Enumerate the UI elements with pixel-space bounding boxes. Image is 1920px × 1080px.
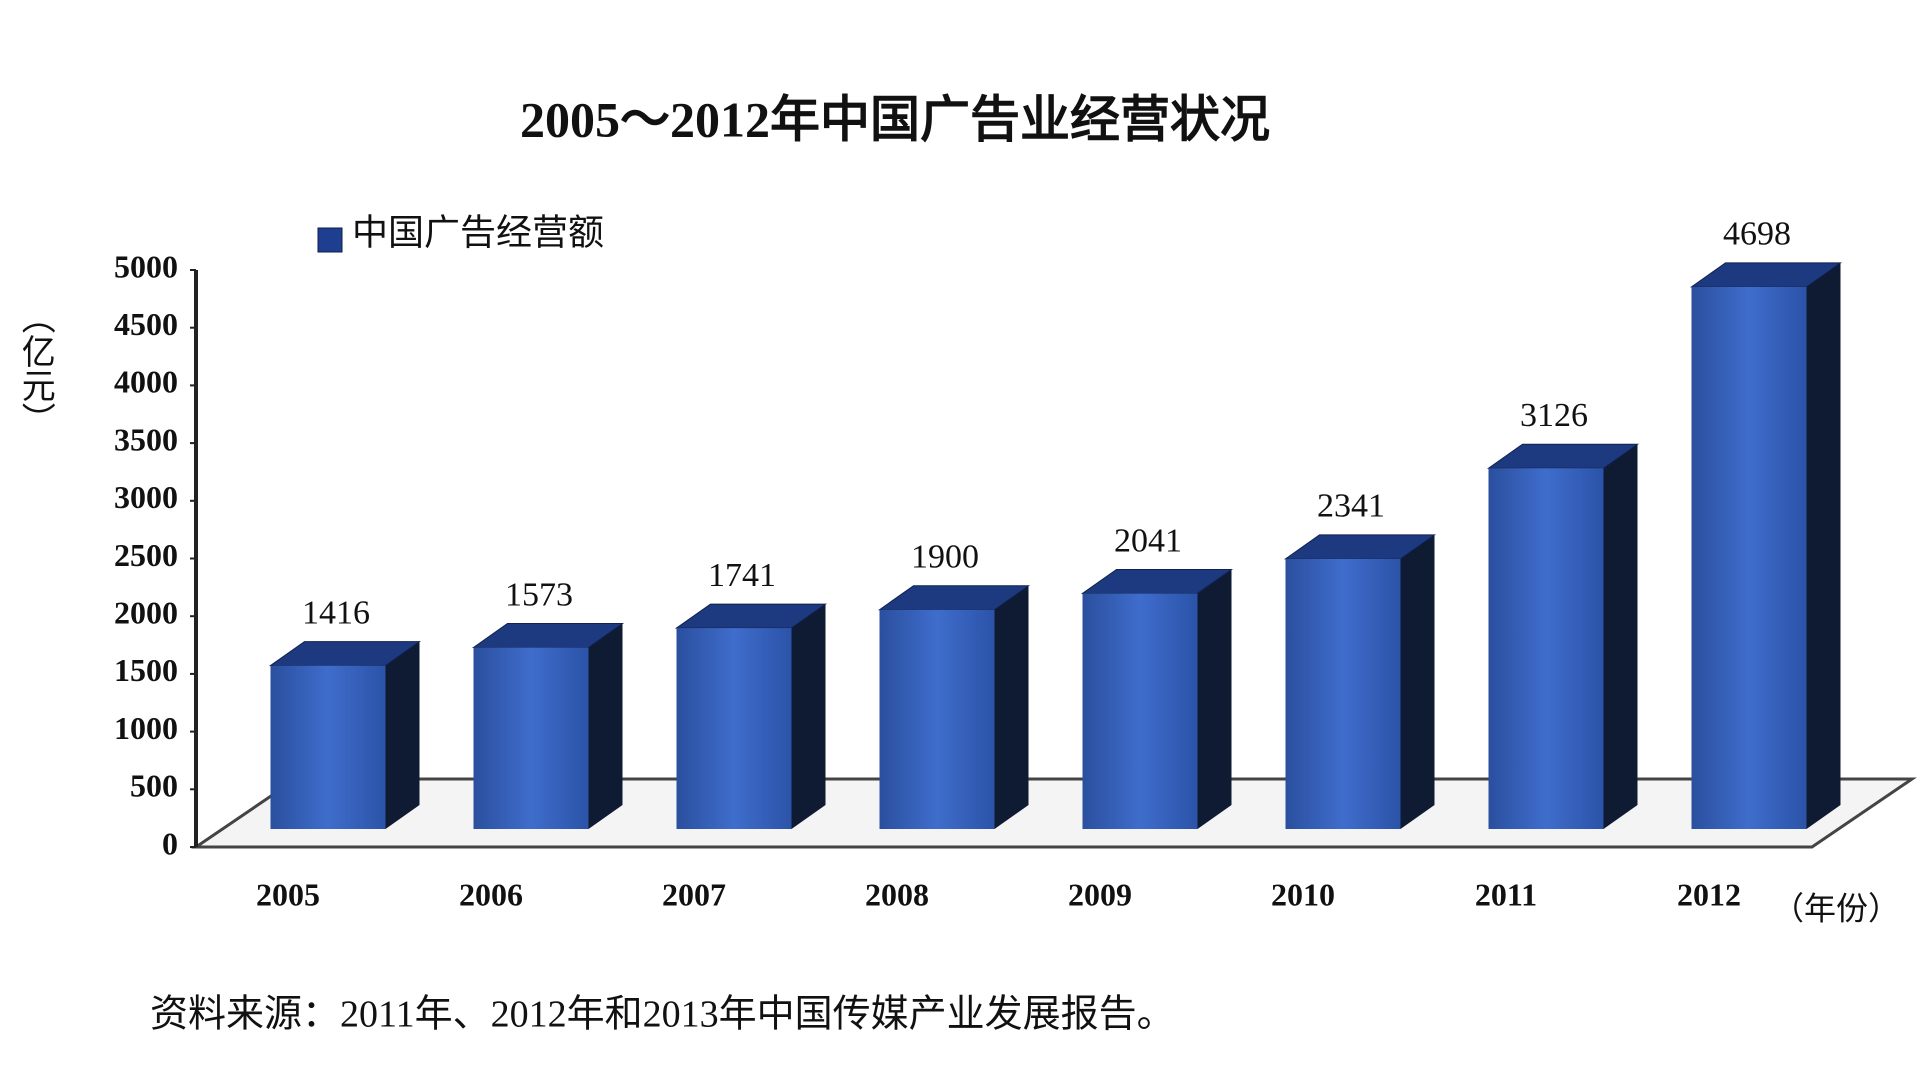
bar: [270, 665, 386, 829]
x-tick-label: 2008: [865, 876, 929, 912]
bar-side: [1400, 534, 1435, 829]
chart-title: 2005～2012年中国广告业经营状况: [520, 91, 1270, 147]
y-tick-label: 4000: [114, 364, 178, 400]
floor: [191, 270, 1917, 849]
data-label: 2341: [1317, 488, 1385, 525]
bar-side: [588, 623, 623, 829]
data-label: 1573: [505, 576, 573, 613]
bar: [473, 647, 589, 829]
data-label: 4698: [1723, 216, 1791, 253]
y-tick-label: 1000: [114, 710, 178, 746]
bar: [879, 609, 995, 829]
y-tick-label: 500: [130, 768, 178, 804]
x-tick-label: 2012: [1677, 876, 1741, 912]
x-tick-label: 2009: [1068, 876, 1132, 912]
x-axis-label: （年份）: [1772, 890, 1900, 926]
bar: [676, 628, 792, 829]
bar-side: [1806, 262, 1841, 829]
floor-plane: [191, 777, 1917, 849]
bar-side: [791, 604, 826, 829]
legend-swatch: [317, 227, 343, 253]
x-tick-label: 2010: [1271, 876, 1335, 912]
bar: [1488, 468, 1604, 829]
data-label: 1416: [302, 594, 370, 631]
bar-side: [1603, 444, 1638, 829]
bar-side: [994, 585, 1029, 829]
source-note: 资料来源：2011年、2012年和2013年中国传媒产业发展报告。: [150, 994, 1175, 1036]
y-tick-label: 2000: [114, 595, 178, 631]
y-axis-label: （亿元）: [16, 300, 55, 436]
y-tick-label: 3000: [114, 479, 178, 515]
y-tick-label: 1500: [114, 652, 178, 688]
bar: [1285, 558, 1401, 829]
bar-side: [385, 641, 420, 829]
y-tick-label: 3500: [114, 421, 178, 457]
y-tick-label: 0: [162, 825, 178, 861]
bar-side: [1197, 569, 1232, 829]
x-tick-label: 2007: [662, 876, 726, 912]
y-tick-label: 2500: [114, 537, 178, 573]
bar: [1082, 593, 1198, 829]
y-tick-label: 5000: [114, 248, 178, 284]
bar: [1691, 286, 1807, 829]
data-label: 3126: [1520, 397, 1588, 434]
data-label: 1900: [911, 539, 979, 576]
data-label: 1741: [708, 557, 776, 594]
x-tick-label: 2006: [459, 876, 523, 912]
legend-label: 中国广告经营额: [352, 212, 604, 252]
y-tick-label: 4500: [114, 306, 178, 342]
data-label: 2041: [1114, 522, 1182, 559]
x-tick-label: 2011: [1475, 876, 1537, 912]
x-tick-label: 2005: [256, 876, 320, 912]
